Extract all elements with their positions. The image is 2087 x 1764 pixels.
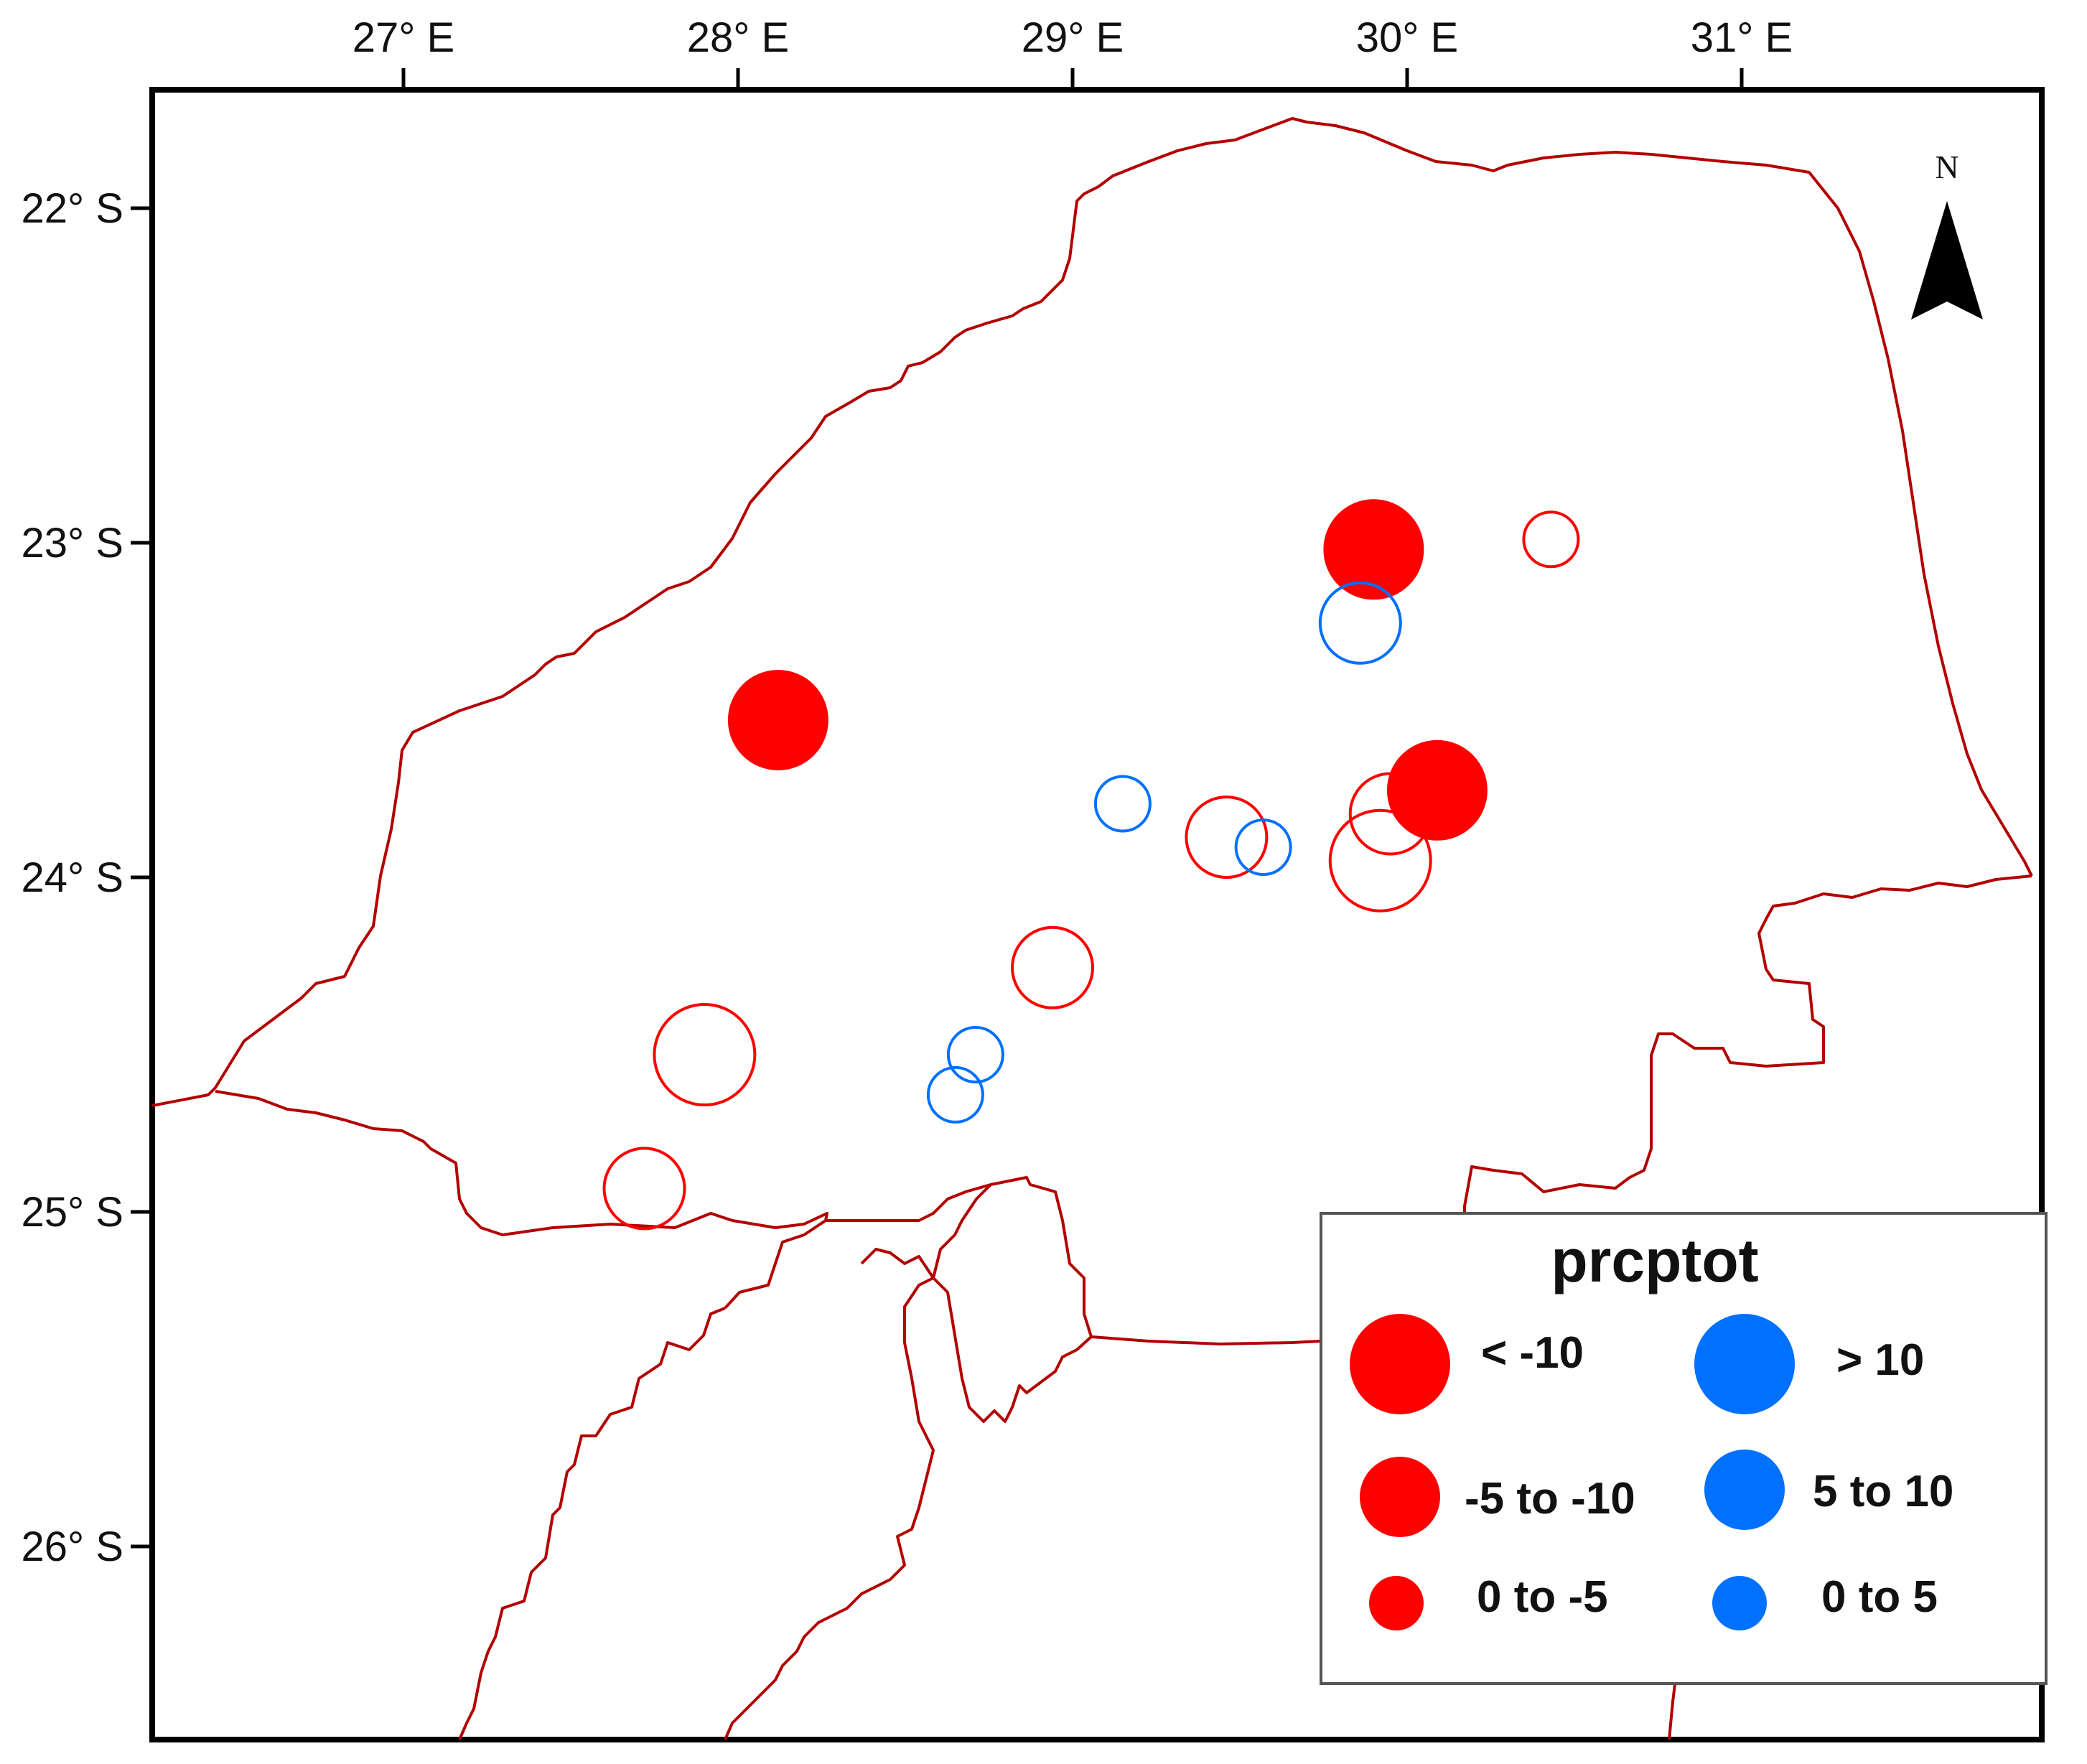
legend-label-0-5: 0 to 5 [1821, 1572, 1938, 1622]
station-marker-6 [1093, 775, 1152, 833]
station-marker-9 [1348, 772, 1432, 856]
station-marker-3 [1386, 739, 1488, 841]
legend-label-0-neg5: 0 to -5 [1477, 1572, 1608, 1622]
latitude-axis: 22° S 23° S 24° S 25° S 26° S [21, 185, 152, 1570]
station-marker-11 [1011, 925, 1094, 1009]
north-arrow-icon [1911, 201, 1983, 319]
station-marker-7 [1185, 795, 1269, 879]
lon-label-30: 30° E [1356, 14, 1459, 61]
station-marker-4 [1522, 510, 1580, 569]
station-markers [602, 499, 1580, 1231]
legend: prcptot < -10 > 10 -5 to -10 5 to 10 0 t… [1320, 1212, 2048, 1685]
lat-label-26: 26° S [21, 1523, 123, 1570]
station-marker-15 [602, 1147, 686, 1231]
legend-label-gt-10: > 10 [1836, 1335, 1924, 1385]
legend-symbol-5-10 [1704, 1450, 1785, 1530]
station-marker-1 [1323, 499, 1424, 600]
internal-boundary [724, 1219, 827, 1310]
lat-label-23: 23° S [21, 520, 123, 566]
station-marker-5 [1318, 581, 1402, 665]
province-boundary [151, 117, 2033, 1107]
internal-boundary [458, 1307, 726, 1740]
station-marker-14 [926, 1065, 984, 1124]
station-marker-10 [1328, 808, 1432, 913]
legend-label-lt-neg10: < -10 [1481, 1328, 1584, 1378]
internal-boundary [860, 1248, 935, 1279]
legend-box [1320, 1212, 2048, 1685]
lat-label-22: 22° S [21, 185, 123, 232]
lat-label-25: 25° S [21, 1189, 123, 1236]
lon-label-31: 31° E [1691, 14, 1793, 61]
legend-symbol-neg5-neg10 [1360, 1457, 1440, 1537]
legend-symbol-0-neg5 [1369, 1576, 1424, 1630]
longitude-axis: 27° E 28° E 29° E 30° E 31° E [352, 14, 1793, 90]
legend-title: prcptot [1551, 1227, 1758, 1294]
north-arrow: N [1911, 149, 1983, 319]
lon-label-28: 28° E [687, 14, 790, 61]
legend-label-neg5-neg10: -5 to -10 [1465, 1474, 1635, 1523]
station-marker-2 [727, 670, 828, 770]
legend-symbol-gt-10 [1694, 1314, 1795, 1414]
north-label: N [1935, 149, 1958, 185]
internal-boundary [932, 1183, 1093, 1423]
lon-label-27: 27° E [352, 14, 455, 61]
legend-symbol-0-5 [1712, 1576, 1767, 1630]
lon-label-29: 29° E [1022, 14, 1124, 61]
province-boundary-south [215, 874, 2032, 1345]
legend-symbol-lt-neg10 [1350, 1314, 1450, 1414]
station-marker-8 [1234, 818, 1292, 877]
station-marker-12 [653, 1003, 757, 1106]
station-marker-13 [946, 1026, 1004, 1083]
internal-boundary [724, 1277, 935, 1740]
lat-label-24: 24° S [21, 854, 123, 901]
legend-label-5-10: 5 to 10 [1813, 1467, 1953, 1516]
